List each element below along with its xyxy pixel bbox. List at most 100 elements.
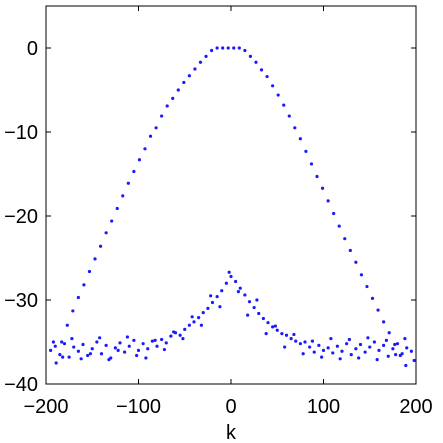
- data-point: [183, 327, 187, 331]
- data-point: [81, 342, 85, 347]
- data-point: [261, 316, 265, 321]
- data-point: [287, 114, 291, 118]
- data-point: [252, 305, 256, 310]
- data-point: [90, 347, 94, 351]
- data-point: [104, 343, 108, 347]
- data-point: [136, 348, 141, 352]
- data-point: [282, 103, 286, 107]
- data-point: [118, 341, 122, 345]
- data-point: [317, 343, 321, 347]
- data-point: [255, 298, 259, 302]
- data-point: [309, 162, 314, 166]
- data-point: [393, 342, 397, 347]
- data-point: [132, 338, 136, 342]
- data-point: [283, 345, 287, 349]
- data-point: [88, 352, 92, 356]
- data-point: [400, 352, 404, 356]
- data-point: [107, 358, 111, 362]
- data-point: [405, 346, 409, 350]
- data-point: [359, 273, 364, 277]
- data-point: [116, 348, 120, 352]
- data-point: [49, 348, 53, 352]
- data-point: [155, 344, 159, 348]
- data-point: [115, 206, 119, 211]
- data-point: [153, 338, 157, 342]
- data-point: [150, 339, 154, 343]
- data-point: [141, 342, 145, 346]
- data-point: [70, 337, 74, 341]
- data-point: [76, 295, 80, 300]
- data-point: [403, 337, 407, 341]
- plot-area: [45, 5, 417, 385]
- data-point: [154, 126, 158, 130]
- data-point: [387, 331, 391, 335]
- data-point: [125, 335, 129, 339]
- data-point: [76, 349, 80, 353]
- data-point: [110, 219, 114, 223]
- data-point: [169, 334, 173, 338]
- data-point: [209, 294, 213, 298]
- data-point: [391, 347, 395, 351]
- data-point: [273, 324, 277, 328]
- data-point: [343, 237, 347, 241]
- data-point: [137, 158, 142, 162]
- data-point: [176, 88, 180, 92]
- data-point: [135, 353, 139, 358]
- data-point: [220, 289, 224, 293]
- data-point: [335, 344, 339, 348]
- data-point: [192, 320, 196, 324]
- data-point: [308, 345, 312, 349]
- data-point: [276, 93, 280, 97]
- data-point: [366, 336, 370, 340]
- data-point: [257, 311, 261, 316]
- data-point: [326, 346, 330, 350]
- y-tick-label: 0: [27, 38, 38, 60]
- data-point: [265, 74, 269, 79]
- data-point: [71, 309, 75, 313]
- data-point: [113, 346, 117, 350]
- data-point: [384, 338, 388, 342]
- data-point: [326, 199, 330, 203]
- data-point: [337, 224, 341, 228]
- data-point: [321, 348, 326, 352]
- data-point: [340, 349, 344, 353]
- y-tick-label: −40: [4, 374, 38, 396]
- data-point: [332, 211, 336, 216]
- data-point: [61, 355, 65, 359]
- data-point: [178, 333, 182, 337]
- axis-ticks: [45, 6, 417, 385]
- data-point: [60, 340, 64, 344]
- data-point: [375, 358, 379, 362]
- data-point: [412, 358, 416, 363]
- data-point: [338, 357, 342, 361]
- data-point: [357, 356, 361, 360]
- data-point: [93, 257, 97, 261]
- data-point: [54, 361, 58, 365]
- data-point: [275, 328, 279, 332]
- data-point: [248, 54, 253, 59]
- data-point: [98, 336, 102, 340]
- data-point: [86, 353, 90, 358]
- data-point: [210, 300, 215, 305]
- data-point: [386, 354, 390, 358]
- data-point: [193, 67, 197, 71]
- data-point: [294, 339, 298, 343]
- data-point: [229, 274, 233, 279]
- x-tick-label: −200: [23, 396, 68, 418]
- data-point: [160, 337, 164, 342]
- data-point: [298, 137, 302, 141]
- data-point: [87, 269, 92, 274]
- data-point: [377, 348, 381, 352]
- x-tick-label: 0: [225, 396, 236, 418]
- data-point: [234, 279, 238, 284]
- y-tick-label: −20: [4, 206, 38, 228]
- data-point: [148, 134, 153, 138]
- data-point: [172, 330, 176, 334]
- data-point: [320, 355, 324, 359]
- data-point: [181, 337, 185, 341]
- data-point: [289, 337, 293, 341]
- data-point: [312, 350, 316, 354]
- x-tick-label: 100: [307, 396, 340, 418]
- data-point: [358, 342, 363, 347]
- data-point: [394, 353, 398, 357]
